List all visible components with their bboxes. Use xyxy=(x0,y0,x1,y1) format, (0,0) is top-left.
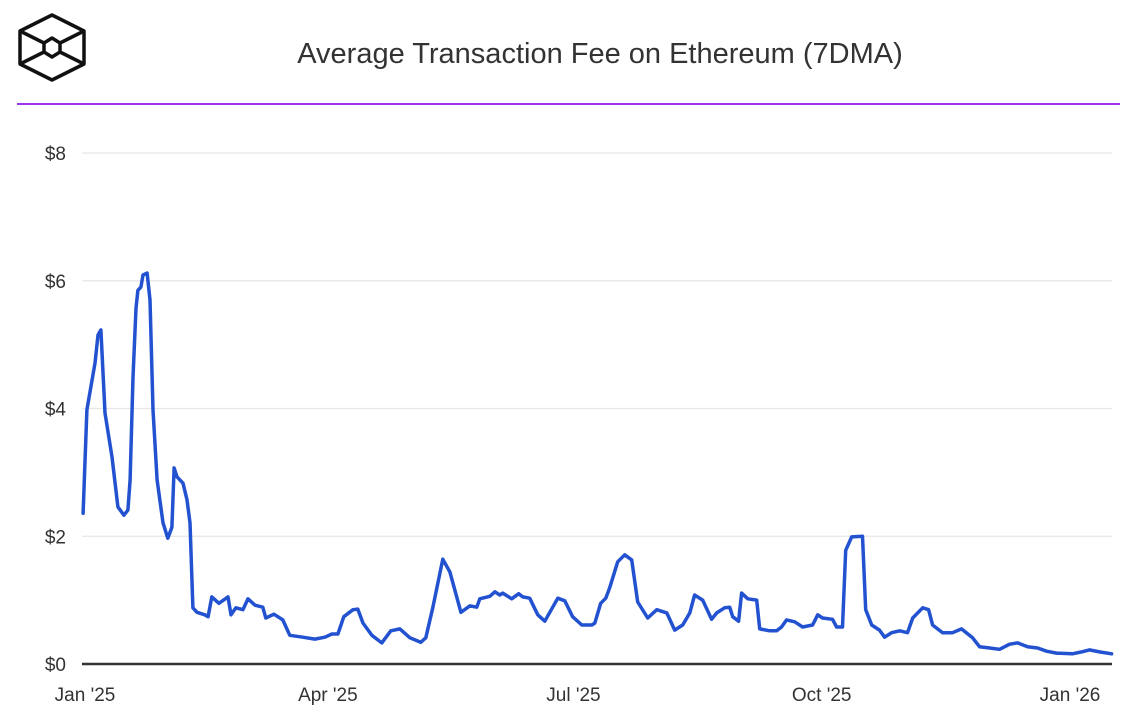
hexagon-cube-logo-icon xyxy=(18,13,86,82)
x-tick-label: Oct '25 xyxy=(792,685,852,706)
y-tick-label: $2 xyxy=(45,527,66,548)
x-tick-label: Jan '25 xyxy=(55,685,116,706)
x-tick-label: Jan '26 xyxy=(1040,685,1101,706)
x-tick-label: Apr '25 xyxy=(298,685,358,706)
x-tick-label: Jul '25 xyxy=(546,685,600,706)
chart-title: Average Transaction Fee on Ethereum (7DM… xyxy=(297,38,903,70)
y-tick-label: $4 xyxy=(45,400,67,421)
y-tick-label: $6 xyxy=(45,272,66,293)
y-tick-label: $8 xyxy=(45,144,66,165)
y-tick-label: $0 xyxy=(45,655,66,676)
series-line-avg-fee xyxy=(81,271,1114,656)
